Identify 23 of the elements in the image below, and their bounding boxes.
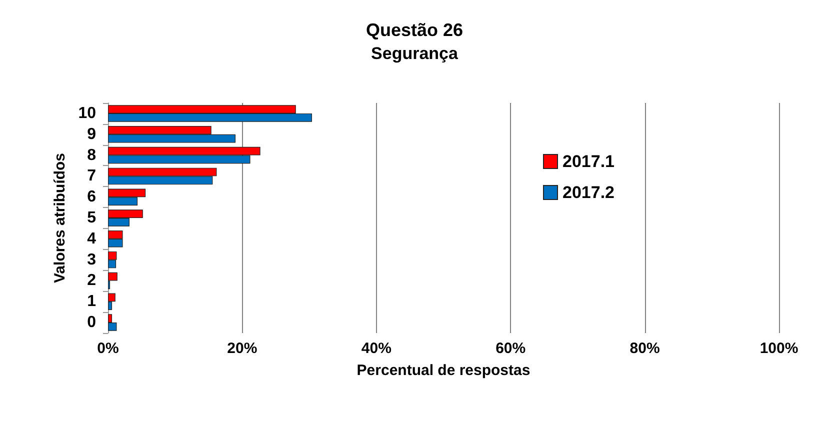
y-tick-label: 1	[87, 293, 96, 310]
x-axis-title: Percentual de respostas	[356, 362, 530, 379]
y-tick-label: 10	[78, 104, 96, 122]
y-tick-label: 7	[87, 168, 96, 185]
y-axis-title: Valores atribuídos	[51, 152, 68, 284]
x-tick-label: 20%	[227, 340, 258, 357]
x-tick-label: 60%	[496, 340, 526, 357]
x-tick-label: 40%	[361, 340, 392, 357]
y-tick-label: 0	[87, 314, 96, 332]
y-tick-label: 4	[87, 230, 96, 248]
y-tick-label: 8	[87, 146, 96, 164]
y-tick-label: 6	[87, 188, 96, 206]
y-tick-label: 2	[87, 272, 96, 290]
x-tick-label: 80%	[630, 340, 660, 357]
x-tick-label: 100%	[760, 340, 798, 357]
legend-label: 2017.2	[562, 183, 614, 202]
y-tick-label: 5	[87, 210, 96, 226]
chart-title: Questão 26	[366, 20, 464, 40]
chart-subtitle: Segurança	[371, 44, 458, 63]
y-tick-label: 9	[87, 126, 96, 143]
legend-label: 2017.1	[562, 152, 614, 171]
y-tick-label: 3	[87, 251, 96, 268]
x-tick-label: 0%	[97, 340, 119, 357]
